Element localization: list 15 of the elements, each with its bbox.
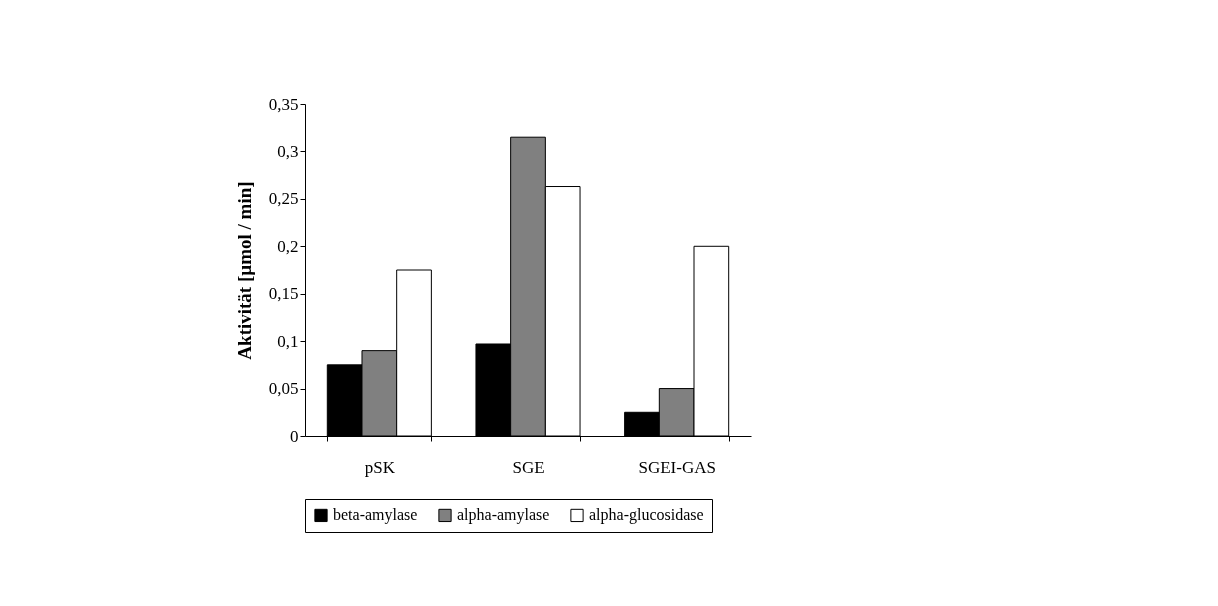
legend-label: alpha-amylase: [457, 506, 550, 525]
x-tick-label: SGE: [512, 457, 545, 477]
y-axis-title: Aktivität [µmol / min]: [233, 181, 255, 360]
y-tick-label: 0,3: [277, 141, 299, 161]
x-tick-label: pSK: [364, 457, 396, 477]
legend-label: beta-amylase: [333, 506, 418, 525]
y-tick-label: 0,1: [277, 331, 299, 351]
y-tick-label: 0,35: [268, 94, 299, 114]
y-tick-label: 0: [290, 426, 299, 446]
legend-label: alpha-glucosidase: [589, 506, 704, 525]
y-tick-label: 0,2: [277, 236, 299, 256]
y-tick-label: 0,25: [268, 189, 299, 209]
x-tick-label: SGEI-GAS: [638, 457, 716, 477]
y-tick-label: 0,15: [268, 284, 299, 304]
y-tick-label: 0,05: [268, 379, 299, 399]
